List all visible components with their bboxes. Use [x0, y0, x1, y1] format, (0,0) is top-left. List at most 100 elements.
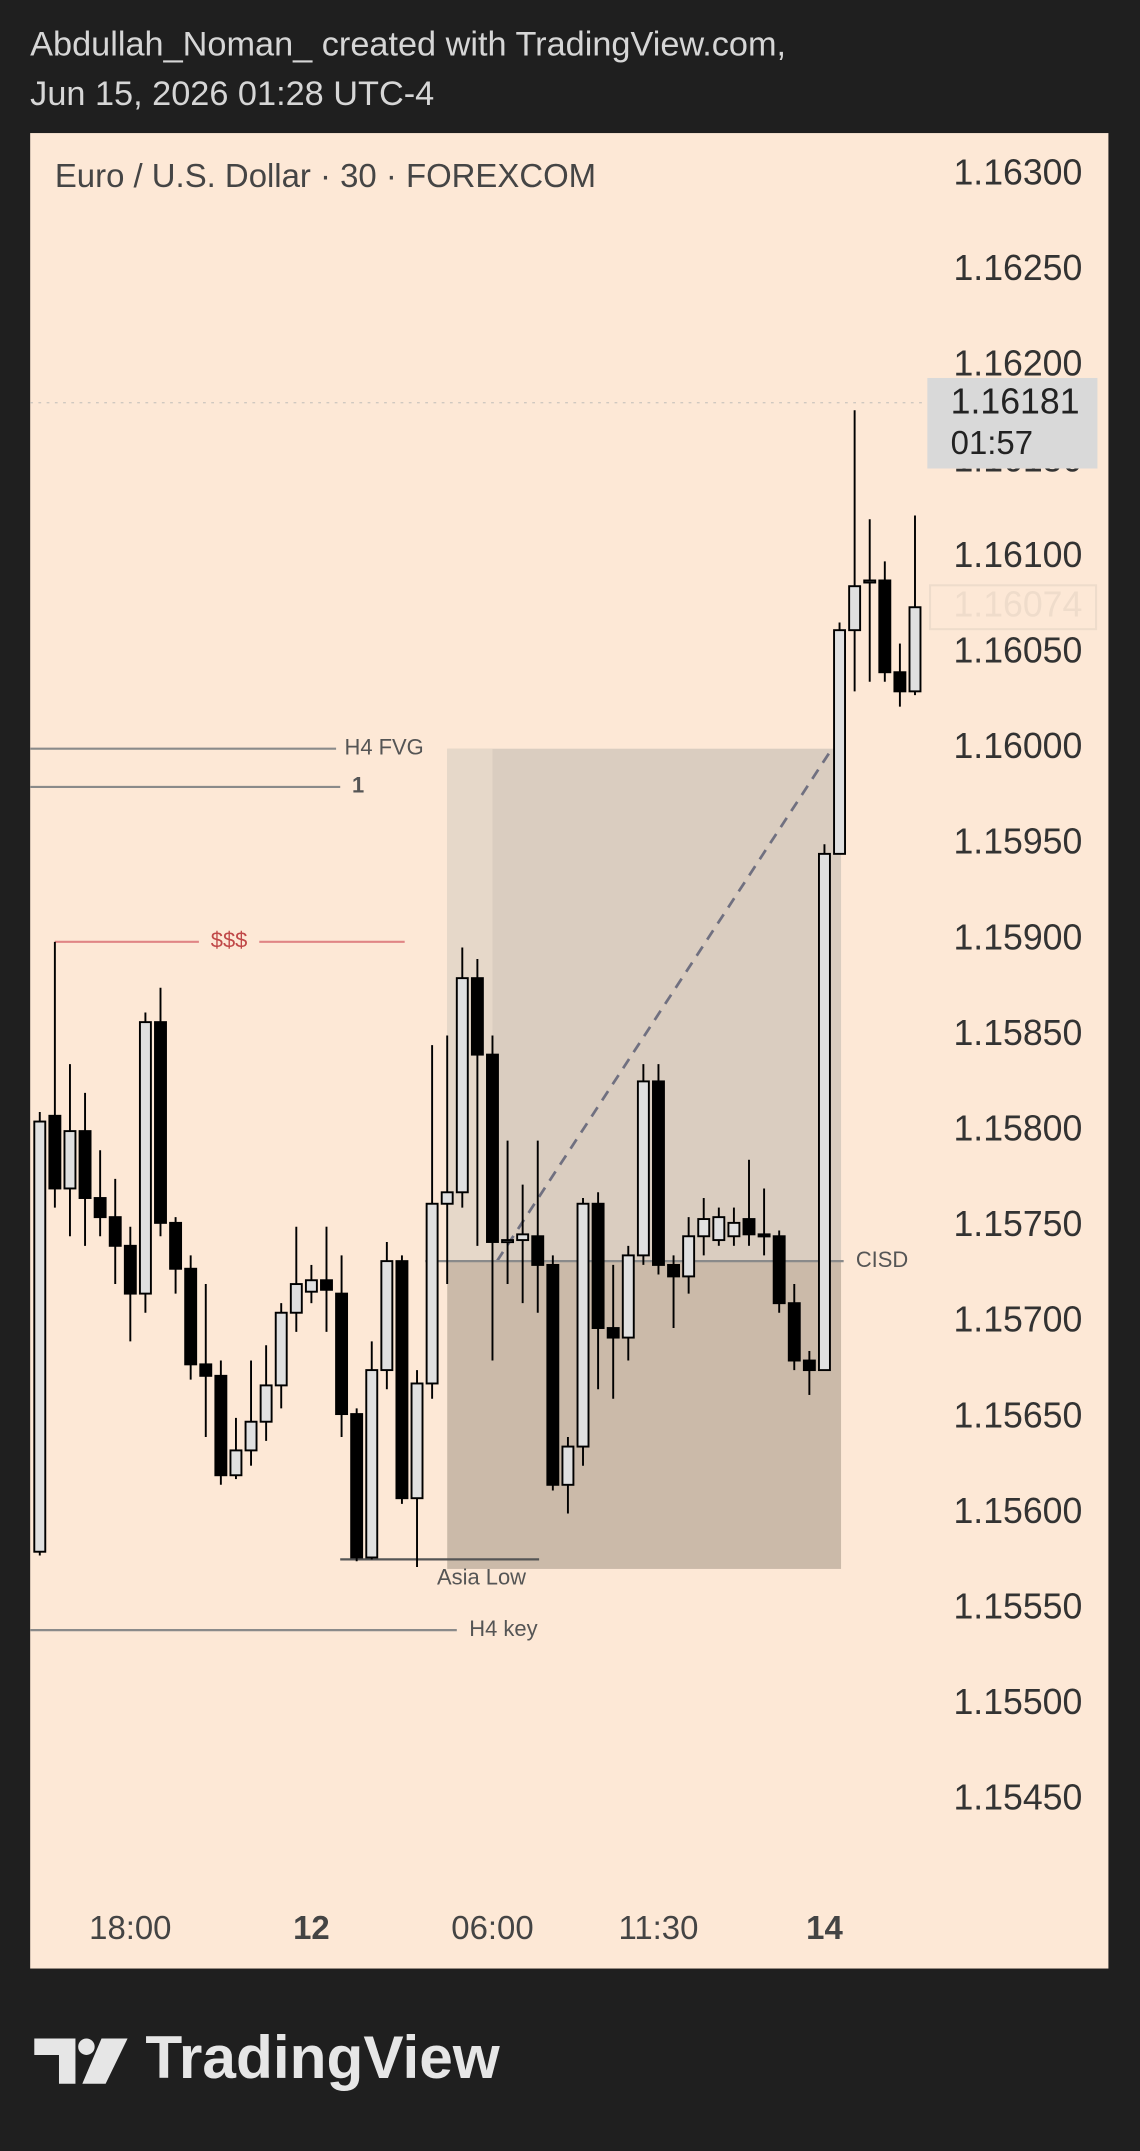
logo: TradingView — [34, 2023, 501, 2091]
y-tick-label: 1.15750 — [953, 1204, 1082, 1244]
candle-body — [350, 1413, 364, 1559]
candle-body — [682, 1235, 696, 1278]
candle-body — [516, 1233, 530, 1242]
candle-body — [757, 1233, 771, 1238]
target-zone-strip — [447, 748, 493, 1262]
y-tick-label: 1.15700 — [953, 1300, 1082, 1340]
y-tick-label: 1.15800 — [953, 1109, 1082, 1149]
candle-body — [184, 1267, 198, 1366]
candle-body — [380, 1260, 394, 1372]
y-tick-label: 1.16300 — [953, 153, 1082, 193]
brand: TradingView — [145, 2023, 500, 2091]
level-label: Asia Low — [437, 1564, 526, 1589]
candle-body — [546, 1263, 560, 1486]
candle-body — [93, 1197, 107, 1219]
y-tick-label: 1.15950 — [953, 822, 1082, 862]
candle-body — [108, 1216, 122, 1247]
plot: H4 FVG 1 $$$ CISD Asia Low H4 key 18:00 12 06:00… — [30, 153, 1098, 1946]
candle-body — [214, 1374, 228, 1477]
last-close-label: 1.16074 — [953, 585, 1082, 625]
candle-body — [576, 1202, 590, 1448]
candle-body — [697, 1218, 711, 1238]
y-tick-label: 1.15500 — [953, 1682, 1082, 1722]
countdown: 01:57 — [951, 424, 1033, 461]
y-tick-label: 1.15900 — [953, 917, 1082, 957]
scaled-root: Abdullah_Noman_ created with TradingView… — [30, 26, 1109, 2091]
candle-body — [365, 1369, 379, 1559]
candle-body — [727, 1221, 741, 1238]
candle-body — [636, 1080, 650, 1257]
y-tick-label: 1.15850 — [953, 1013, 1082, 1053]
level-label: CISD — [856, 1247, 908, 1272]
level-label: H4 key — [469, 1616, 537, 1641]
candle-body — [78, 1130, 92, 1199]
candle-body — [833, 629, 846, 855]
candle-body — [561, 1445, 575, 1486]
candle-body — [259, 1384, 273, 1423]
current-price: 1.16181 — [951, 381, 1080, 421]
candle-body — [33, 1120, 47, 1553]
candle-body — [199, 1363, 213, 1377]
candle-body — [229, 1449, 243, 1477]
candle-body — [304, 1279, 318, 1293]
candle-body — [48, 1114, 62, 1190]
candle-body — [878, 579, 892, 674]
candle-body — [787, 1302, 801, 1362]
candle-body — [289, 1283, 303, 1314]
candle-body — [138, 1021, 152, 1295]
candle-body — [863, 579, 877, 584]
price-box — [927, 377, 1098, 469]
y-tick-label: 1.16250 — [953, 248, 1082, 288]
candle-body — [908, 606, 922, 693]
label-bg — [198, 928, 260, 956]
plot-inner: H4 FVG 1 $$$ CISD Asia Low H4 key — [30, 401, 928, 1641]
x-tick-label: 11:30 — [619, 1909, 699, 1946]
logo-mark — [34, 2038, 76, 2084]
candle-body — [621, 1254, 635, 1339]
x-tick-label: 06:00 — [451, 1909, 533, 1946]
level-label: H4 FVG — [344, 735, 423, 760]
candle-body — [274, 1311, 288, 1387]
candle-body — [425, 1202, 439, 1385]
candle-body — [818, 852, 831, 1372]
y-tick-label: 1.16050 — [953, 631, 1082, 671]
level-label: 1 — [352, 773, 364, 798]
x-tick-label: 12 — [293, 1909, 330, 1946]
candle-body — [893, 671, 907, 693]
candle-body — [63, 1130, 77, 1190]
candle-body — [667, 1263, 681, 1278]
candle-body — [123, 1244, 137, 1295]
candle-body — [501, 1239, 515, 1244]
y-tick-label: 1.15450 — [953, 1778, 1082, 1818]
candle-body — [395, 1260, 409, 1500]
candle-body — [802, 1359, 816, 1372]
y-tick-label: 1.15600 — [953, 1491, 1082, 1531]
candle-body — [154, 1021, 167, 1224]
y-tick-label: 1.16100 — [953, 535, 1082, 575]
candle-body — [470, 977, 484, 1056]
y-tick-label: 1.15650 — [953, 1395, 1082, 1435]
candle-body — [244, 1420, 258, 1452]
candle-body — [440, 1191, 454, 1205]
candle-body — [606, 1327, 620, 1339]
chart-title: Euro / U.S. Dollar · 30 · FOREXCOM — [55, 157, 596, 194]
candle-body — [591, 1202, 605, 1329]
candle-body — [169, 1221, 183, 1270]
logo-mark — [78, 2038, 95, 2055]
last-close-box — [929, 584, 1098, 631]
candle-body — [742, 1218, 756, 1236]
candle-body — [652, 1080, 665, 1266]
stop-zone — [447, 1261, 842, 1569]
candle-body — [531, 1235, 545, 1266]
candle-body — [712, 1216, 726, 1242]
y-tick-label: 1.16200 — [953, 344, 1082, 384]
candle-body — [772, 1235, 786, 1305]
y-tick-label: 1.15550 — [953, 1587, 1082, 1627]
header-line: Jun 15, 2026 01:28 UTC-4 — [30, 75, 434, 113]
candle-body — [486, 1053, 499, 1243]
y-tick-label: 1.16000 — [953, 726, 1082, 766]
candle-body — [455, 977, 469, 1194]
candle-body — [335, 1292, 349, 1416]
logo-mark — [82, 2038, 128, 2084]
